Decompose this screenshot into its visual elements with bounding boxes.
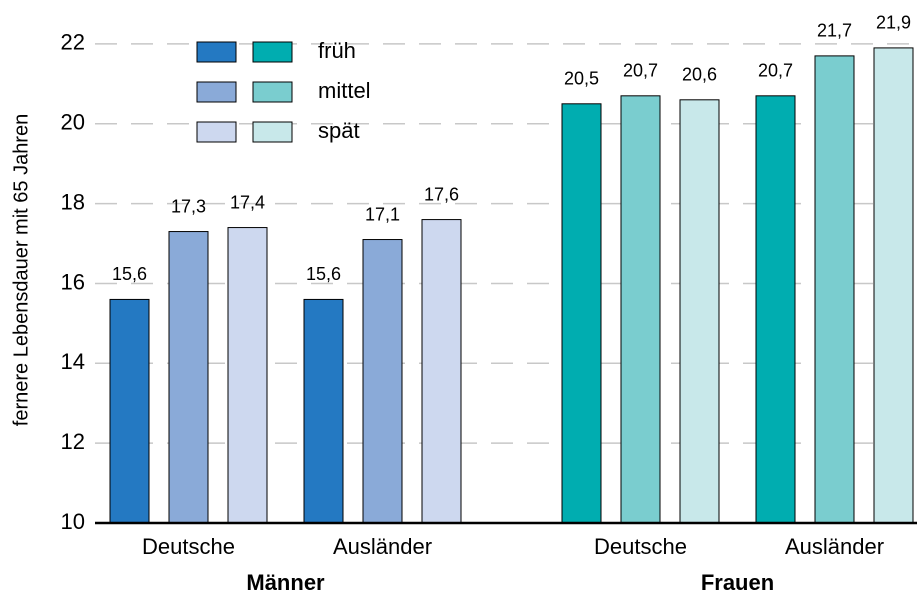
legend-label: mittel (318, 78, 371, 103)
legend-swatch (196, 41, 237, 63)
bar (620, 95, 661, 524)
bar (109, 298, 150, 524)
panel-label: Frauen (701, 570, 774, 595)
value-label: 17,4 (230, 192, 265, 212)
legend-swatch (252, 121, 293, 143)
legend-swatch (252, 41, 293, 63)
value-label: 21,9 (876, 13, 911, 33)
y-tick-label: 18 (61, 189, 85, 214)
value-label: 15,6 (112, 264, 147, 284)
legend-swatch (196, 121, 237, 143)
value-label: 21,7 (817, 21, 852, 41)
bar (873, 47, 914, 524)
value-label: 15,6 (306, 264, 341, 284)
bar (561, 103, 602, 524)
legend-label: früh (318, 38, 356, 63)
value-label: 17,3 (171, 196, 206, 216)
x-tick-label: Deutsche (594, 534, 687, 559)
x-tick-label: Ausländer (785, 534, 884, 559)
y-tick-label: 12 (61, 429, 85, 454)
y-tick-label: 10 (61, 509, 85, 534)
value-label: 20,7 (623, 61, 658, 81)
x-tick-label: Deutsche (142, 534, 235, 559)
y-tick-label: 16 (61, 269, 85, 294)
value-label: 20,5 (564, 69, 599, 89)
legend-swatch (196, 81, 237, 103)
y-tick-label: 22 (61, 30, 85, 55)
bar (227, 227, 268, 524)
value-label: 20,7 (758, 61, 793, 81)
value-label: 17,6 (424, 184, 459, 204)
y-axis-label: fernere Lebensdauer mit 65 Jahren (10, 114, 32, 426)
bar (168, 231, 209, 524)
legend-label: spät (318, 118, 360, 143)
bar (421, 219, 462, 524)
bar (679, 99, 720, 524)
bar (814, 55, 855, 524)
value-label: 20,6 (682, 65, 717, 85)
x-tick-label: Ausländer (333, 534, 432, 559)
bar (755, 95, 796, 524)
y-tick-label: 20 (61, 110, 85, 135)
y-tick-label: 14 (61, 349, 85, 374)
panel-label: Männer (246, 570, 325, 595)
bar (303, 298, 344, 524)
legend-swatch (252, 81, 293, 103)
bar (362, 239, 403, 524)
value-label: 17,1 (365, 204, 400, 224)
